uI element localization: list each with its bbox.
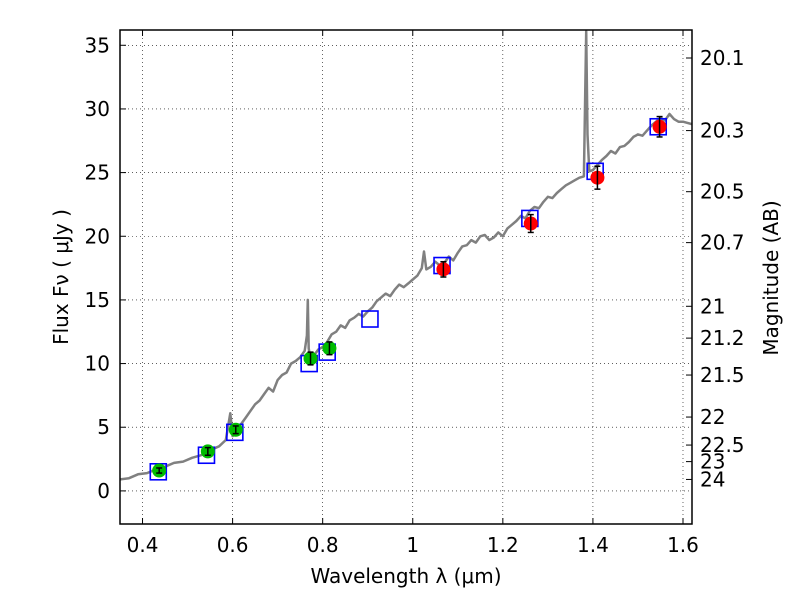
y-tick-label: 15 (85, 288, 110, 312)
y2-tick-label: 21 (700, 294, 725, 318)
y-tick-label: 30 (85, 97, 110, 121)
x-tick-label: 0.6 (217, 533, 249, 557)
x-tick-label: 0.8 (307, 533, 339, 557)
model-flux-square (361, 310, 379, 328)
plot-frame (119, 29, 693, 525)
y-tick-label: 25 (85, 161, 110, 185)
y-tick-label: 0 (97, 479, 110, 503)
y2-axis-label: Magnitude (AB) (759, 200, 783, 355)
y2-tick-label: 23 (700, 450, 725, 474)
y2-tick-label: 20.1 (700, 46, 745, 70)
y2-tick-label: 21.5 (700, 363, 745, 387)
plot-area (120, 30, 692, 481)
y2-tick-label: 21.2 (700, 326, 745, 350)
y-axis-label: Flux Fν ( μJy ) (49, 209, 73, 345)
axis-ticks: 0.4 0.6 0.8 1 1.2 1.4 1.6 0 5 10 15 20 25 30 35 20.1 20.… (85, 30, 745, 557)
y2-tick-label: 20.5 (700, 180, 745, 204)
spectrum-line (120, 30, 692, 481)
y2-tick-label: 20.3 (700, 119, 745, 143)
y-tick-label: 35 (85, 33, 110, 57)
y-tick-label: 5 (97, 415, 110, 439)
y2-tick-label: 24 (700, 467, 725, 491)
x-tick-label: 0.4 (127, 533, 159, 557)
y2-tick-label: 22.5 (700, 433, 745, 457)
y2-tick-label: 22 (700, 405, 725, 429)
y2-tick-label: 20.7 (700, 231, 745, 255)
x-tick-label: 1.4 (577, 533, 609, 557)
x-axis-label: Wavelength λ (μm) (310, 564, 501, 588)
x-tick-label: 1.6 (667, 533, 699, 557)
y-tick-label: 20 (85, 224, 110, 248)
x-tick-label: 1.2 (487, 533, 519, 557)
y-tick-label: 10 (85, 352, 110, 376)
x-tick-label: 1 (406, 533, 419, 557)
